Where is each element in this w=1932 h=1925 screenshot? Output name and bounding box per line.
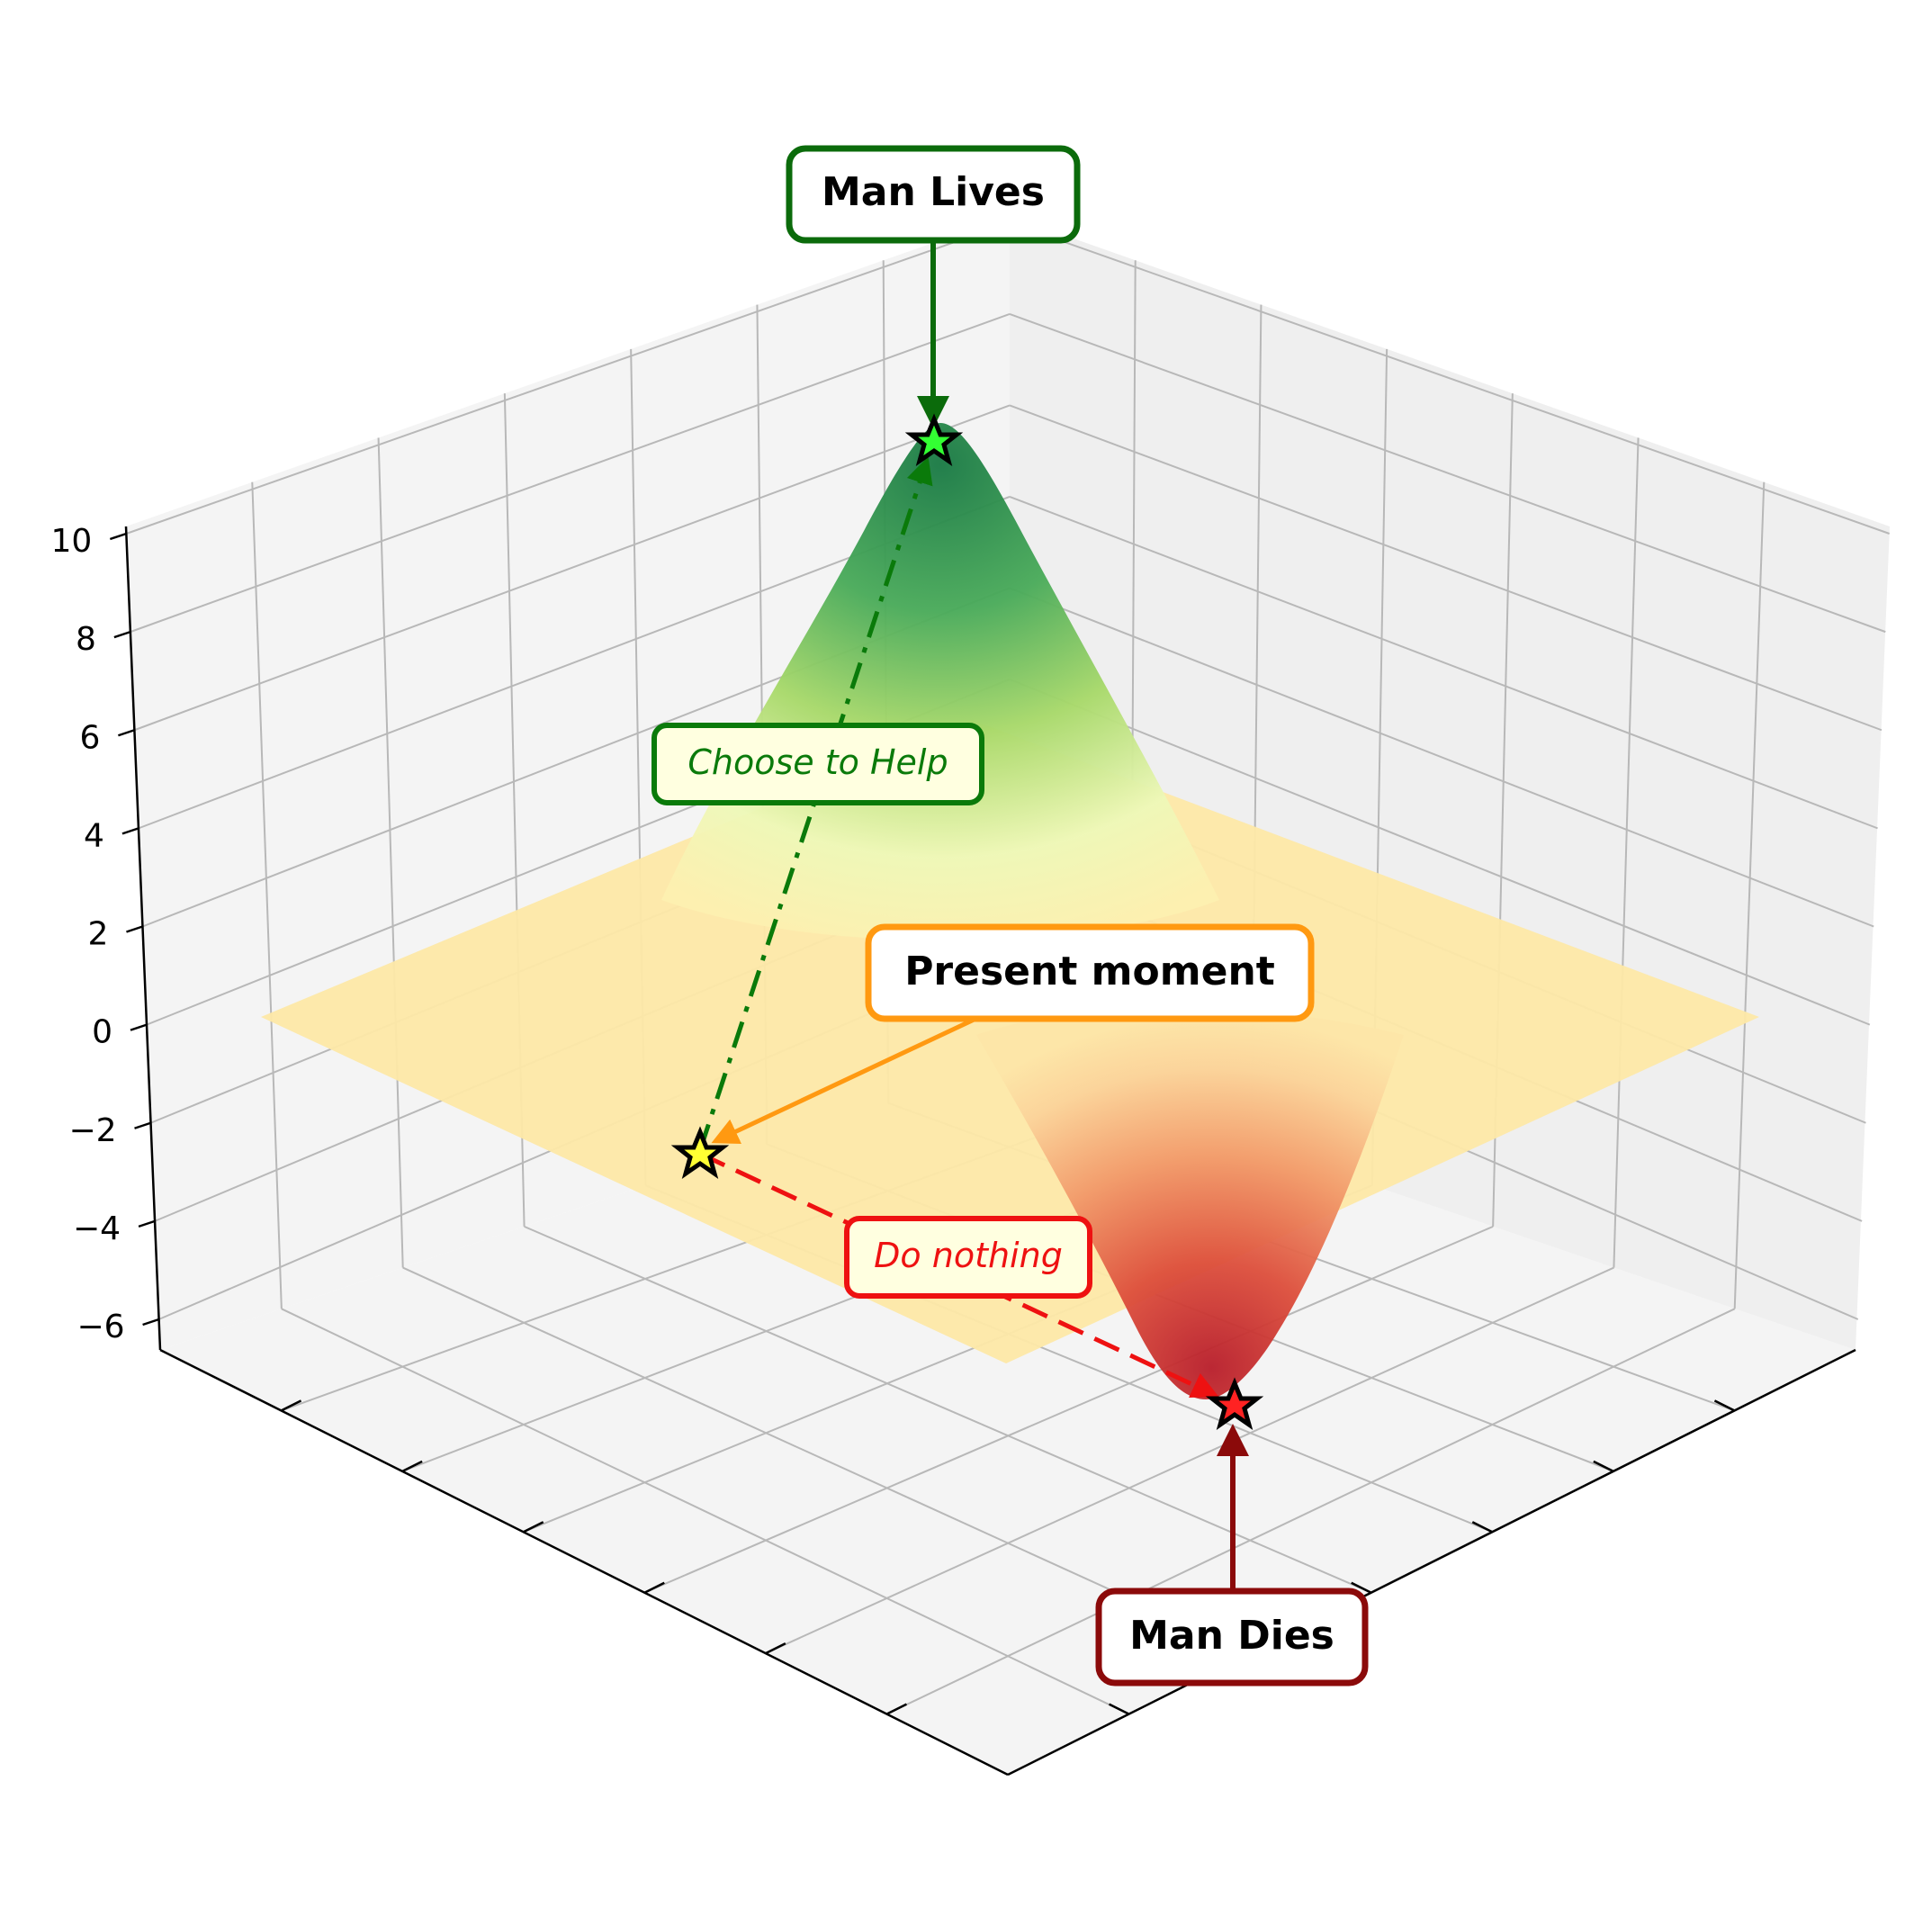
z-tick-label: −4	[73, 1210, 121, 1247]
surface-valley	[976, 1008, 1404, 1399]
z-tick-label: 2	[88, 916, 109, 953]
axis-lines	[124, 526, 1856, 1777]
y-axis-line	[1007, 1348, 1856, 1777]
x-tick	[765, 1642, 786, 1655]
floor-gridline	[643, 1225, 1494, 1594]
z-tick-label: 10	[51, 523, 93, 560]
floor-pane	[160, 1062, 1856, 1775]
man-dies-box: Man Dies	[1095, 1588, 1369, 1687]
x-tick	[643, 1581, 665, 1594]
z-tick	[118, 729, 135, 737]
z-tick	[134, 1121, 151, 1129]
z-tick	[138, 1219, 156, 1228]
y-tick	[1471, 1521, 1493, 1534]
z-gridline-right	[1009, 221, 1891, 535]
y-tick	[1351, 1581, 1372, 1594]
z-tick-label: 6	[79, 719, 100, 756]
man-lives-box: Man Lives	[786, 145, 1081, 244]
z-gridline-left	[130, 312, 1011, 634]
z-axis-line	[124, 526, 162, 1351]
z-tick	[113, 630, 131, 639]
present-moment-box: Present moment	[865, 923, 1315, 1022]
present-moment-star	[670, 1126, 730, 1179]
x-axis-line	[159, 1348, 1009, 1777]
y-tick	[1593, 1460, 1614, 1472]
vertical-gridline-left	[377, 437, 404, 1268]
star-markers	[670, 413, 1264, 1430]
surface-peak	[661, 423, 1219, 940]
floor-gridline	[524, 1225, 1372, 1594]
man-dies-star	[1205, 1377, 1264, 1430]
z-gridline-right	[1009, 312, 1886, 634]
z-tick-labels: 10 8 6 4 2 0 −2 −4 −6	[51, 523, 125, 1345]
y-tick	[1109, 1703, 1130, 1715]
z-tick	[126, 925, 143, 933]
z-tick	[121, 827, 139, 835]
do-nothing-label: Do nothing	[874, 1236, 1063, 1275]
man-lives-label: Man Lives	[822, 169, 1045, 215]
z-gridline-left	[134, 404, 1011, 732]
surface	[261, 423, 1759, 1399]
vertical-gridline-right	[1733, 481, 1766, 1309]
x-tick	[523, 1521, 544, 1534]
man-dies-label: Man Dies	[1129, 1613, 1334, 1659]
z-tick	[109, 532, 127, 541]
do-nothing-box: Do nothing	[844, 1216, 1092, 1299]
z-tick-label: 0	[92, 1014, 112, 1051]
y-tick	[1713, 1399, 1735, 1412]
z-tick-label: −2	[68, 1112, 116, 1149]
z-tick-label: −6	[77, 1309, 125, 1345]
x-tick	[885, 1703, 907, 1715]
z-gridline-right	[1009, 404, 1883, 732]
z-tick-label: 8	[76, 621, 96, 658]
floor-gridline	[765, 1266, 1614, 1655]
man-lives-star	[904, 413, 964, 466]
x-tick	[401, 1460, 423, 1472]
z-tick	[142, 1318, 159, 1327]
vertical-gridline-left	[251, 481, 283, 1309]
z-gridline-left	[126, 221, 1011, 535]
x-tick	[281, 1399, 302, 1412]
z-gridline-right	[1009, 678, 1871, 1026]
z-gridline-right	[1009, 495, 1878, 830]
z-tick	[130, 1023, 148, 1031]
vertical-gridline-right	[1613, 437, 1640, 1268]
choose-help-box: Choose to Help	[651, 723, 984, 805]
present-moment-arrow	[711, 1012, 987, 1144]
floor-gridline	[281, 1308, 1130, 1715]
choose-help-label: Choose to Help	[687, 742, 948, 782]
floor-gridline	[885, 1308, 1736, 1715]
axes-panes	[126, 216, 1890, 1775]
z-tick-label: 4	[84, 817, 104, 854]
present-moment-label: Present moment	[904, 949, 1275, 994]
z-gridline-right	[1009, 587, 1874, 928]
